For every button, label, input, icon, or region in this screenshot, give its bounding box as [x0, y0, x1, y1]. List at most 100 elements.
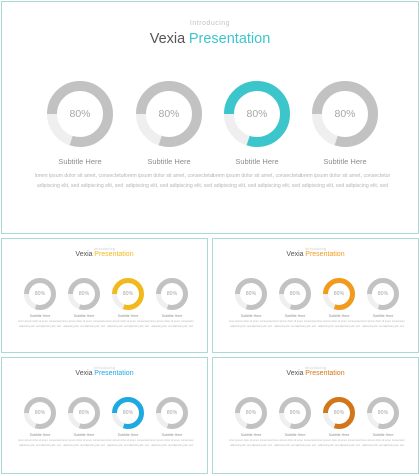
slide-intro-text: Introducing	[93, 366, 116, 370]
title-highlight: Presentation	[305, 370, 345, 377]
donut-chart: 80%	[24, 278, 56, 310]
ring-progress-arc	[68, 278, 100, 310]
slide-thumbnail-blue[interactable]: Introducing Vexia Presentation 80% Subtitl…	[1, 357, 208, 474]
ring-item: 80% Subtitle Here lorem ipsum dolor sit am…	[209, 81, 305, 191]
ring-value-label: 80%	[378, 291, 389, 297]
ring-progress-arc	[24, 397, 56, 429]
item-subtitle: Subtitle Here	[147, 157, 191, 166]
item-body-text: lorem ipsum dolor sit amet, consectetur …	[62, 320, 106, 328]
item-subtitle: Subtitle Here	[372, 433, 394, 437]
slide-title: Vexia Presentation	[213, 370, 418, 377]
donut-chart: 80%	[323, 397, 355, 429]
item-body-text: lorem ipsum dolor sit amet, consectetur …	[361, 320, 405, 328]
ring-item: 80% Subtitle Here lorem ipsum dolor sit am…	[149, 278, 195, 329]
donut-chart: 80%	[279, 397, 311, 429]
item-subtitle: Subtitle Here	[29, 433, 51, 437]
ring-progress-arc	[47, 81, 113, 147]
item-body-text: lorem ipsum dolor sit amet, consectetur …	[229, 320, 273, 328]
slide-intro-text: Introducing	[304, 366, 327, 370]
donut-chart: 80%	[279, 278, 311, 310]
slide-thumbnail-brown[interactable]: Introducing Vexia Presentation 80% Subtitl…	[212, 357, 419, 474]
ring-value-label: 80%	[167, 410, 178, 416]
ring-value-label: 80%	[246, 410, 257, 416]
item-subtitle: Subtitle Here	[328, 433, 350, 437]
ring-progress-arc	[156, 397, 188, 429]
slide-title: Vexia Presentation	[2, 251, 207, 258]
item-body-text: lorem ipsum dolor sit amet, consectetur …	[317, 439, 361, 447]
ring-value-label: 80%	[334, 410, 345, 416]
title-highlight: Presentation	[305, 251, 345, 258]
item-body-text: lorem ipsum dolor sit amet, consectetur …	[34, 173, 126, 189]
ring-progress-arc	[24, 278, 56, 310]
ring-item: 80% Subtitle Here lorem ipsum dolor sit am…	[228, 397, 274, 448]
ring-item: 80% Subtitle Here lorem ipsum dolor sit am…	[32, 81, 128, 191]
item-subtitle: Subtitle Here	[372, 314, 394, 318]
ring-progress-arc	[112, 397, 144, 429]
donut-chart: 80%	[367, 397, 399, 429]
ring-item: 80% Subtitle Here lorem ipsum dolor sit am…	[272, 278, 318, 329]
donut-chart: 80%	[235, 278, 267, 310]
item-body-text: lorem ipsum dolor sit amet, consectetur …	[62, 439, 106, 447]
slide-intro-text: Introducing	[189, 20, 231, 27]
item-body-text: lorem ipsum dolor sit amet, consectetur …	[229, 439, 273, 447]
ring-item: 80% Subtitle Here lorem ipsum dolor sit am…	[121, 81, 217, 191]
donut-chart: 80%	[312, 81, 378, 147]
donut-chart: 80%	[68, 278, 100, 310]
ring-value-label: 80%	[123, 291, 134, 297]
ring-progress-arc	[136, 81, 202, 147]
item-body-text: lorem ipsum dolor sit amet, consectetur …	[273, 439, 317, 447]
slide-thumbnail-yellow[interactable]: Introducing Vexia Presentation 80% Subtitl…	[1, 238, 208, 353]
item-body-text: lorem ipsum dolor sit amet, consectetur …	[106, 439, 150, 447]
slide-title: Vexia Presentation	[2, 370, 207, 377]
ring-item: 80% Subtitle Here lorem ipsum dolor sit am…	[105, 397, 151, 448]
item-subtitle: Subtitle Here	[73, 433, 95, 437]
ring-value-label: 80%	[290, 291, 301, 297]
ring-progress-arc	[323, 278, 355, 310]
item-subtitle: Subtitle Here	[235, 157, 279, 166]
slide-title: Vexia Presentation	[2, 31, 418, 47]
ring-value-label: 80%	[35, 291, 46, 297]
item-body-text: lorem ipsum dolor sit amet, consectetur …	[273, 320, 317, 328]
ring-value-label: 80%	[167, 291, 178, 297]
ring-value-label: 80%	[123, 410, 134, 416]
ring-value-label: 80%	[79, 291, 90, 297]
ring-value-label: 80%	[79, 410, 90, 416]
item-subtitle: Subtitle Here	[328, 314, 350, 318]
ring-progress-arc	[312, 81, 378, 147]
ring-progress-arc	[224, 81, 290, 147]
slide-title: Vexia Presentation	[213, 251, 418, 258]
item-body-text: lorem ipsum dolor sit amet, consectetur …	[123, 173, 215, 189]
item-body-text: lorem ipsum dolor sit amet, consectetur …	[150, 320, 194, 328]
donut-chart: 80%	[367, 278, 399, 310]
ring-item: 80% Subtitle Here lorem ipsum dolor sit am…	[297, 81, 393, 191]
item-subtitle: Subtitle Here	[58, 157, 102, 166]
ring-value-label: 80%	[334, 108, 355, 120]
donut-chart: 80%	[235, 397, 267, 429]
title-main: Vexia	[286, 251, 304, 258]
ring-progress-arc	[367, 278, 399, 310]
donut-chart: 80%	[224, 81, 290, 147]
item-subtitle: Subtitle Here	[73, 314, 95, 318]
slide-main[interactable]: Introducing Vexia Presentation 80% Subtitl…	[1, 1, 419, 234]
title-highlight: Presentation	[188, 31, 271, 47]
item-subtitle: Subtitle Here	[161, 314, 183, 318]
title-highlight: Presentation	[94, 370, 134, 377]
donut-chart: 80%	[136, 81, 202, 147]
donut-chart: 80%	[323, 278, 355, 310]
ring-value-label: 80%	[69, 108, 90, 120]
ring-item: 80% Subtitle Here lorem ipsum dolor sit am…	[360, 278, 406, 329]
item-body-text: lorem ipsum dolor sit amet, consectetur …	[361, 439, 405, 447]
item-body-text: lorem ipsum dolor sit amet, consectetur …	[299, 173, 391, 189]
ring-item: 80% Subtitle Here lorem ipsum dolor sit am…	[17, 397, 63, 448]
ring-progress-arc	[235, 278, 267, 310]
ring-value-label: 80%	[35, 410, 46, 416]
ring-progress-arc	[279, 278, 311, 310]
item-body-text: lorem ipsum dolor sit amet, consectetur …	[211, 173, 303, 189]
donut-chart: 80%	[156, 397, 188, 429]
ring-item: 80% Subtitle Here lorem ipsum dolor sit am…	[360, 397, 406, 448]
title-highlight: Presentation	[94, 251, 134, 258]
item-subtitle: Subtitle Here	[240, 433, 262, 437]
item-subtitle: Subtitle Here	[161, 433, 183, 437]
item-body-text: lorem ipsum dolor sit amet, consectetur …	[18, 320, 62, 328]
slide-thumbnail-orange[interactable]: Introducing Vexia Presentation 80% Subtitl…	[212, 238, 419, 353]
